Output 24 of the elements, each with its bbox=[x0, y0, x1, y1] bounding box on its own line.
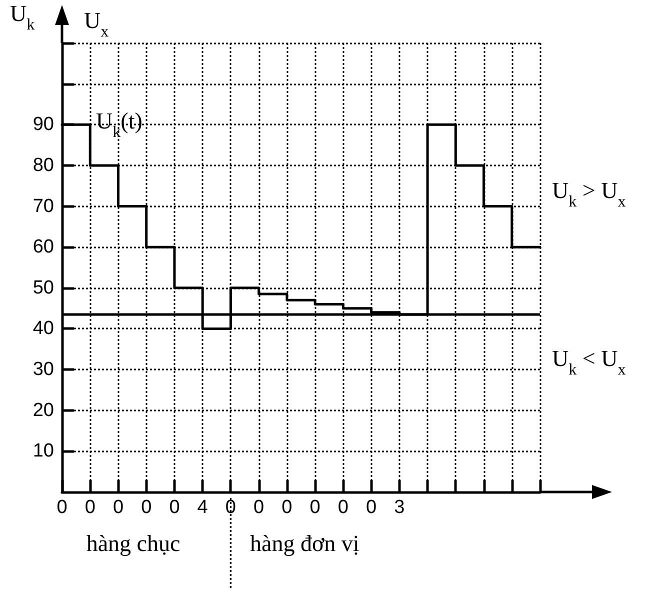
y-tick-label: 10 bbox=[32, 440, 54, 462]
x-tick-label: 0 bbox=[56, 497, 68, 518]
x-tick-label: 0 bbox=[169, 497, 180, 518]
x-tick-label: 0 bbox=[338, 497, 348, 518]
x-tick-label: 0 bbox=[84, 497, 96, 518]
x-tick-label: 0 bbox=[254, 497, 264, 518]
x-tick-label: 0 bbox=[366, 497, 377, 518]
y-tick-label: 80 bbox=[32, 154, 54, 176]
x-tick-label: 0 bbox=[141, 497, 152, 518]
x-tick-label: 3 bbox=[394, 497, 405, 518]
x-tick-label: 4 bbox=[197, 497, 208, 518]
y-tick-label: 70 bbox=[32, 196, 54, 217]
y-tick-label: 60 bbox=[32, 236, 54, 258]
y-tick-label: 30 bbox=[32, 359, 54, 380]
x-tick-label: 0 bbox=[282, 497, 292, 518]
x-tick-label: 0 bbox=[112, 497, 124, 518]
y-tick-label: 20 bbox=[32, 400, 54, 421]
y-tick-label: 90 bbox=[32, 114, 54, 136]
text: hàng đơn vị bbox=[250, 530, 360, 556]
y-tick-label: 50 bbox=[32, 277, 54, 298]
y-tick-label: 40 bbox=[32, 318, 54, 340]
text: hàng chục bbox=[86, 530, 180, 556]
x-tick-label: 0 bbox=[310, 497, 320, 518]
x-tick-label: 0 bbox=[225, 497, 236, 518]
